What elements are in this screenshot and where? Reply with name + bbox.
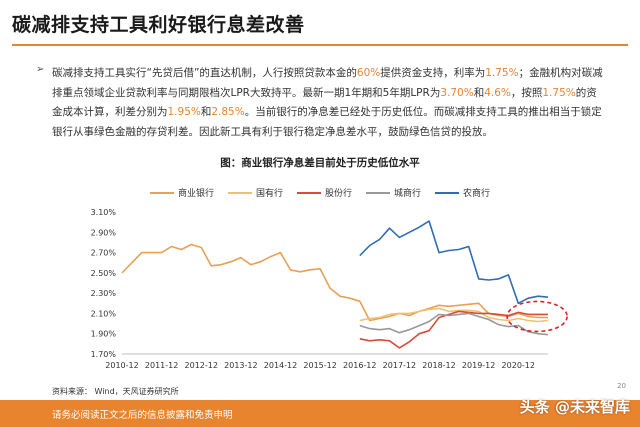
legend-item-nongshang: 农商行: [435, 186, 490, 199]
series-line-2: [359, 310, 548, 349]
y-tick-label: 2.10%: [91, 309, 117, 318]
paragraph-text: ，按照: [510, 86, 543, 99]
line-chart: 1.70% 1.90% 2.10% 2.30% 2.50% 2.70% 2.90% 3.10%…: [91, 208, 568, 370]
y-tick-label: 2.50%: [91, 269, 117, 278]
series-line-3: [359, 312, 549, 336]
paragraph-highlight: 1.95%: [167, 106, 201, 118]
paragraph-text: 和: [473, 86, 485, 99]
page-number: 20: [617, 382, 626, 390]
paragraph-text: 提供资金支持，利率为: [380, 67, 486, 79]
paragraph-highlight: 2.85%: [211, 106, 245, 118]
x-tick-label: 2015-12: [303, 361, 336, 370]
x-tick-label: 2011-12: [145, 361, 178, 370]
paragraph-text: 和: [200, 106, 212, 118]
paragraph-highlight: 3.70%: [440, 86, 474, 99]
footer-disclaimer: 请务必阅读正文之后的信息披露和免责申明: [52, 410, 233, 421]
y-tick-label: 1.90%: [91, 330, 117, 339]
legend-label: 商业银行: [177, 189, 214, 199]
legend-label: 农商行: [463, 189, 491, 199]
legend-label: 城商行: [394, 189, 422, 199]
legend-label: 国有行: [255, 189, 283, 199]
series-line-1: [359, 307, 549, 323]
highlight-ellipse: [506, 300, 568, 333]
legend-swatch: [435, 191, 460, 194]
title-underline: [12, 44, 628, 46]
watermark: 头条 @未来智库: [519, 398, 630, 416]
legend-swatch: [149, 191, 174, 194]
legend-swatch: [296, 191, 321, 194]
legend-item-chengshang: 城商行: [366, 186, 421, 199]
x-tick-label: 2020-12: [502, 361, 535, 370]
x-tick-label: 2016-12: [343, 361, 376, 370]
page-title: 碳减排支持工具利好银行息差改善: [12, 14, 305, 36]
chart-legend: 商业银行 国有行 股份行 城商行 农商行: [0, 186, 640, 199]
paragraph-highlight: 4.6%: [484, 86, 511, 99]
body-paragraph: 碳减排支持工具实行“先贷后借”的直达机制，人行按照贷款本金的60%提供资金支持，…: [52, 64, 607, 142]
x-tick-label: 2010-12: [105, 361, 138, 370]
paragraph-text: ；金融机构对碳减排重点领域企业贷款利率与同期限档次LPR大致持平。最新一期1年期…: [52, 67, 603, 99]
legend-label: 股份行: [324, 189, 352, 199]
series-line-4: [359, 220, 549, 305]
paragraph-text: 碳减排支持工具实行“先贷后借”的直达机制，人行按照贷款本金的: [52, 67, 357, 79]
y-tick-label: 2.70%: [91, 249, 117, 258]
x-tick-label: 2012-12: [185, 361, 218, 370]
y-tick-label: 3.10%: [91, 208, 117, 217]
y-tick-label: 2.90%: [91, 228, 117, 237]
legend-swatch: [366, 191, 390, 194]
legend-swatch: [227, 191, 252, 194]
legend-item-guoyou: 国有行: [227, 186, 283, 199]
y-tick-label: 2.30%: [91, 289, 117, 298]
legend-item-gufen: 股份行: [296, 186, 352, 199]
series-line-0: [121, 243, 548, 322]
footer-bar: [0, 400, 640, 427]
paragraph-highlight: 60%: [356, 67, 381, 79]
paragraph-highlight: 1.75%: [542, 86, 576, 99]
paragraph-text: 。当前银行的净息差已经处于历史低位。而碳减排支持工具的推出相当于锁定银行从事绿色…: [52, 106, 602, 138]
x-tick-label: 2013-12: [224, 361, 257, 370]
x-tick-label: 2014-12: [264, 361, 297, 370]
x-tick-label: 2019-12: [462, 361, 495, 370]
paragraph-text: 的资金成本计算，利差分别为: [52, 86, 597, 119]
chart-title: 图：商业银行净息差目前处于历史低位水平: [220, 157, 420, 169]
source-note: 资料来源： Wind，天风证券研究所: [52, 387, 179, 396]
legend-item-shangye: 商业银行: [149, 186, 214, 199]
y-tick-label: 1.70%: [91, 350, 117, 359]
paragraph-highlight: 1.75%: [485, 67, 519, 79]
x-tick-label: 2018-12: [422, 361, 455, 370]
x-tick-label: 2017-12: [383, 361, 416, 370]
bullet-icon: ➢: [36, 64, 45, 75]
